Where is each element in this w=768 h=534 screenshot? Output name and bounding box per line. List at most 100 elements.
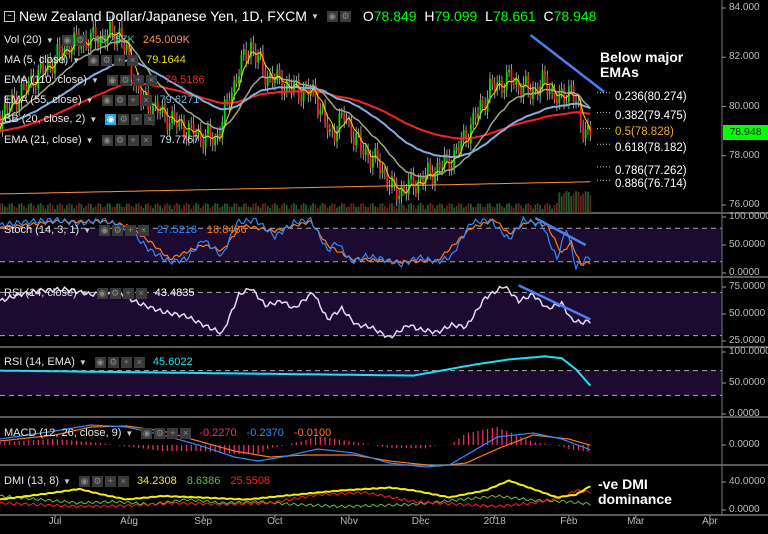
candle-body (238, 76, 240, 84)
candle-body (446, 153, 448, 155)
candle-body (154, 101, 157, 107)
candle-body (276, 68, 279, 81)
volume-bar (281, 204, 283, 213)
volume-bar (161, 208, 164, 213)
volume-bar (111, 206, 114, 213)
legend-rsi[interactable]: RSI (14, close) ▼ ◉ ⚙ + × 43.4835 (4, 287, 194, 299)
volume-bar (364, 206, 367, 213)
gear-icon[interactable]: ⚙ (91, 475, 103, 487)
add-icon[interactable]: + (131, 113, 143, 125)
gear-icon[interactable]: ⚙ (109, 287, 121, 299)
legend-ema110[interactable]: EMA (110, close) ▼ ◉ ⚙ + × 79.5186 (4, 74, 205, 86)
close-icon[interactable]: × (127, 54, 139, 66)
candle-body (8, 107, 11, 110)
visibility-icon[interactable]: ◉ (94, 356, 106, 368)
candle-body (111, 21, 114, 33)
add-icon[interactable]: + (120, 356, 132, 368)
add-icon[interactable]: + (127, 94, 139, 106)
visibility-icon[interactable]: ◉ (105, 113, 117, 125)
symbol-title[interactable]: New Zealand Dollar/Japanese Yen, 1D, FXC… (19, 8, 307, 24)
candle-body (266, 76, 269, 86)
add-icon[interactable]: + (167, 427, 179, 439)
volume-bar (553, 205, 556, 213)
rsi-ema-value: 45.6022 (152, 356, 193, 368)
add-icon[interactable]: + (127, 134, 139, 146)
collapse-icon[interactable]: − (4, 10, 15, 22)
add-icon[interactable]: + (132, 74, 144, 86)
close-icon[interactable]: × (145, 74, 157, 86)
gear-icon[interactable]: ⚙ (154, 427, 166, 439)
candle-body (469, 124, 472, 144)
volume-bar (56, 204, 59, 213)
volume-bar (32, 205, 35, 213)
candle-body (85, 37, 87, 46)
visibility-icon[interactable]: ◉ (101, 134, 113, 146)
candle-body (403, 185, 405, 191)
volume-bar (429, 203, 432, 213)
volume-bar (61, 204, 64, 213)
candle-body (97, 41, 99, 47)
visibility-icon[interactable]: ◉ (99, 224, 111, 236)
add-icon[interactable]: + (104, 475, 116, 487)
gear-icon[interactable]: ⚙ (114, 94, 126, 106)
visibility-icon[interactable]: ◉ (61, 34, 73, 46)
candle-body (520, 89, 522, 97)
gear-icon[interactable]: ⚙ (101, 54, 113, 66)
close-icon[interactable]: × (140, 94, 152, 106)
macd-hist-value: -0.2270 (199, 427, 237, 439)
close-icon[interactable]: × (117, 475, 129, 487)
visibility-icon[interactable]: ◉ (88, 54, 100, 66)
legend-stoch[interactable]: Stoch (14, 3, 1) ▼ ◉ ⚙ + × 27.5218 18.8486 (4, 224, 247, 236)
legend-ema55[interactable]: EMA (55, close) ▼ ◉ ⚙ + × 79.6271 (4, 94, 199, 106)
time-axis-label: Aug (120, 516, 138, 527)
gear-icon[interactable]: ⚙ (118, 113, 130, 125)
candle-body (331, 129, 334, 131)
volume-bar (348, 206, 350, 213)
legend-dmi[interactable]: DMI (13, 8) ▼ ◉ ⚙ + × 34.2308 8.6386 25.5508 (4, 475, 270, 487)
legend-bb[interactable]: BB (20, close, 2) ▼ ◉ ⚙ + × (4, 113, 159, 125)
volume-bar (336, 207, 338, 213)
legend-ema21[interactable]: EMA (21, close) ▼ ◉ ⚙ + × 79.7767 (4, 134, 199, 146)
candle-body (458, 147, 460, 152)
close-icon[interactable]: × (140, 134, 152, 146)
candle-body (570, 85, 573, 87)
candle-body (56, 44, 59, 59)
volume-bar (398, 204, 401, 213)
fib-level-label: 0.236(80.274) (615, 90, 687, 103)
candle-body (481, 100, 484, 104)
close-icon[interactable]: × (180, 427, 192, 439)
legend-rsi-ema[interactable]: RSI (14, EMA) ▼ ◉ ⚙ + × 45.6022 (4, 356, 193, 368)
candle-body (584, 129, 587, 139)
visibility-icon[interactable]: ◉ (101, 94, 113, 106)
candle-body (558, 92, 561, 104)
gear-icon[interactable]: ⚙ (74, 34, 86, 46)
gear-icon[interactable]: ⚙ (114, 134, 126, 146)
close-icon[interactable]: × (138, 224, 150, 236)
visibility-icon[interactable]: ◉ (96, 287, 108, 299)
chevron-down-icon[interactable]: ▼ (310, 11, 319, 21)
legend-macd[interactable]: MACD (12, 26, close, 9) ▼ ◉ ⚙ + × -0.2270 -0… (4, 427, 331, 439)
gear-icon[interactable]: ⚙ (112, 224, 124, 236)
visibility-icon[interactable]: ◉ (78, 475, 90, 487)
gear-icon[interactable]: ⚙ (107, 356, 119, 368)
visibility-icon[interactable]: ◉ (141, 427, 153, 439)
volume-bar (132, 207, 135, 213)
gear-icon[interactable]: ⚙ (339, 10, 351, 22)
candle-body (508, 69, 510, 72)
gear-icon[interactable]: ⚙ (119, 74, 131, 86)
add-icon[interactable]: + (114, 54, 126, 66)
close-icon[interactable]: × (144, 113, 156, 125)
volume-bar (18, 203, 21, 213)
close-icon[interactable]: × (133, 356, 145, 368)
add-icon[interactable]: + (122, 287, 134, 299)
visibility-icon[interactable]: ◉ (106, 74, 118, 86)
visibility-icon[interactable]: ◉ (326, 10, 338, 22)
volume-bar (352, 203, 355, 213)
add-icon[interactable]: + (125, 224, 137, 236)
candle-body (273, 80, 276, 84)
ema21-value: 79.7767 (159, 134, 200, 146)
legend-ma5[interactable]: MA (5, close) ▼ ◉ ⚙ + × 79.1644 (4, 54, 186, 66)
close-icon[interactable]: × (135, 287, 147, 299)
legend-vol[interactable]: Vol (20) ▼ ◉ ⚙ 46.257K 245.009K (4, 34, 190, 46)
